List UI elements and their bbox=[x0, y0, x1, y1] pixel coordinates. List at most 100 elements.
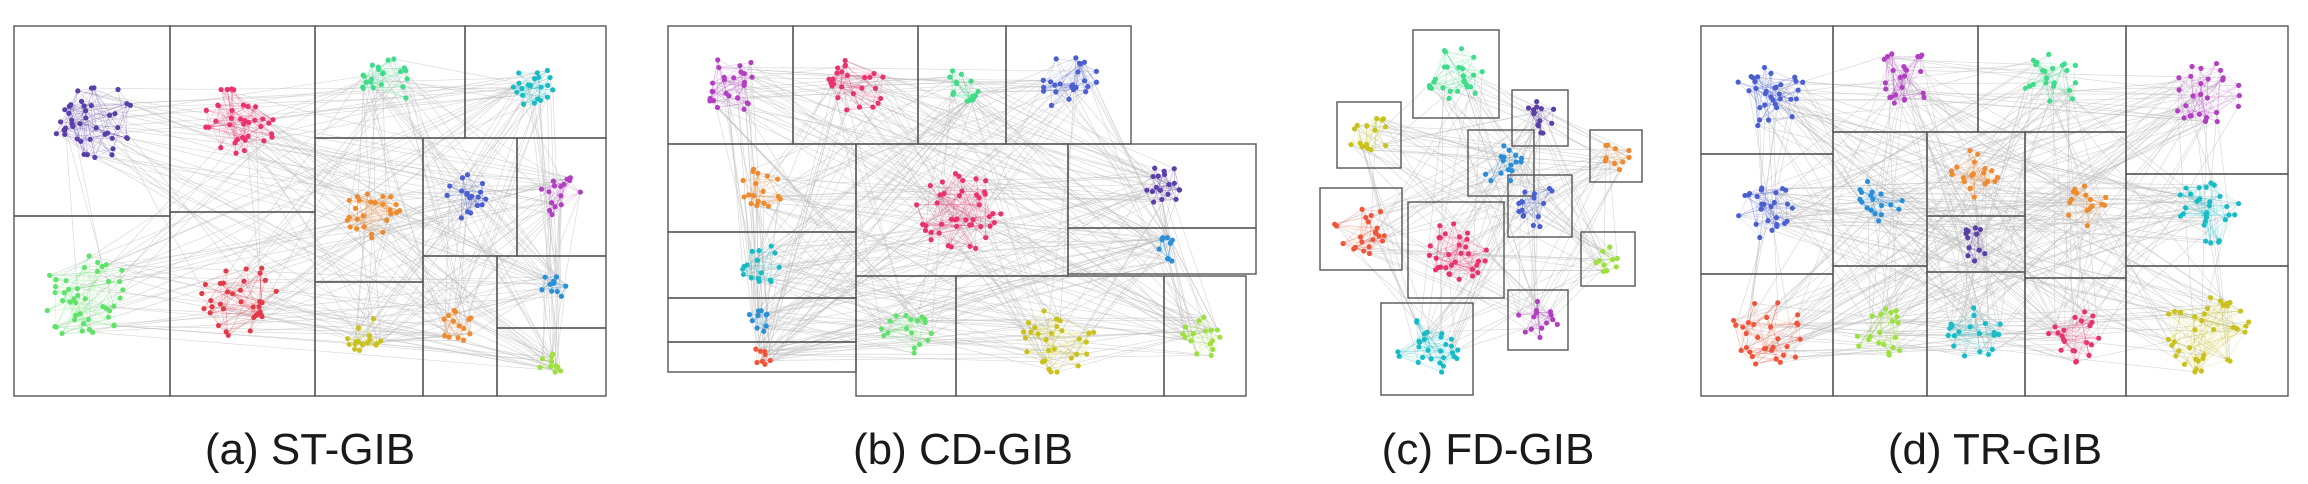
graph-edge bbox=[1887, 56, 2055, 84]
cluster-edge bbox=[1764, 67, 1796, 82]
graph-edge bbox=[1362, 150, 1630, 210]
cluster-edge bbox=[70, 301, 84, 324]
cluster-edge bbox=[1203, 317, 1213, 341]
cluster-edge bbox=[1368, 215, 1372, 247]
graph-node bbox=[917, 341, 923, 348]
graph-node bbox=[477, 189, 484, 195]
cluster-edge bbox=[742, 180, 765, 204]
cluster-edge bbox=[954, 180, 963, 220]
graph-node bbox=[716, 64, 722, 71]
graph-edge bbox=[1786, 64, 2036, 222]
graph-node bbox=[1457, 234, 1463, 240]
cluster-edge bbox=[205, 120, 245, 128]
cluster-edge bbox=[930, 185, 958, 220]
cluster-edge bbox=[68, 267, 85, 290]
cluster-edge bbox=[2177, 110, 2200, 115]
graph-node bbox=[760, 188, 766, 194]
graph-node bbox=[202, 281, 209, 288]
graph-node bbox=[1448, 336, 1455, 342]
graph-edge bbox=[828, 78, 980, 206]
cluster-edge bbox=[1974, 161, 1986, 185]
graph-edge bbox=[68, 106, 103, 267]
cluster-edge bbox=[206, 110, 241, 120]
graph-node bbox=[53, 131, 59, 137]
graph-edge bbox=[121, 269, 552, 362]
graph-node bbox=[1455, 347, 1461, 353]
cluster-edge bbox=[922, 191, 985, 225]
cluster-edge bbox=[1043, 80, 1085, 88]
cluster-edge bbox=[217, 104, 237, 154]
cluster-edge bbox=[1537, 301, 1541, 338]
cluster-edge bbox=[55, 286, 78, 289]
cluster-edge bbox=[1763, 204, 1793, 209]
graph-node bbox=[1535, 123, 1542, 129]
graph-node bbox=[77, 121, 83, 127]
graph-node bbox=[117, 295, 123, 301]
cluster-edge bbox=[1533, 188, 1550, 226]
cluster-edge bbox=[939, 194, 974, 220]
cluster-edge bbox=[1448, 74, 1474, 99]
cluster-edge bbox=[832, 78, 881, 99]
graph-edge bbox=[1357, 125, 1538, 302]
graph-edge bbox=[1748, 90, 1796, 358]
graph-node bbox=[380, 193, 386, 200]
graph-edge bbox=[2104, 201, 2198, 206]
graph-edge bbox=[1444, 66, 1615, 164]
cluster-edge bbox=[709, 73, 745, 99]
graph-node bbox=[525, 82, 532, 88]
graph-node bbox=[737, 63, 743, 69]
cluster-edge bbox=[841, 71, 860, 108]
graph-edge bbox=[1508, 150, 1544, 204]
graph-edge bbox=[1923, 97, 1969, 232]
graph-edge bbox=[761, 310, 1197, 355]
cluster-edge bbox=[1968, 233, 1977, 248]
graph-node bbox=[72, 317, 78, 323]
graph-node bbox=[1482, 258, 1488, 264]
graph-node bbox=[983, 235, 989, 241]
cluster-edge bbox=[54, 292, 83, 332]
graph-edge bbox=[951, 246, 1192, 342]
graph-node bbox=[928, 229, 934, 235]
cluster-edge bbox=[1030, 330, 1062, 333]
graph-edge bbox=[1752, 213, 2184, 357]
cluster-edge bbox=[350, 213, 391, 228]
graph-node bbox=[1057, 81, 1063, 87]
graph-edge bbox=[1382, 164, 1512, 242]
cluster-edge bbox=[2191, 66, 2209, 80]
graph-edge bbox=[1884, 59, 2181, 313]
cluster-edge bbox=[1055, 71, 1097, 93]
cluster-edge bbox=[54, 280, 67, 293]
cluster-edge bbox=[2084, 185, 2088, 211]
cluster-edge bbox=[448, 311, 456, 338]
graph-edge bbox=[463, 86, 542, 329]
cluster-edge bbox=[942, 181, 971, 247]
cluster-edge bbox=[347, 204, 384, 221]
graph-edge bbox=[242, 137, 552, 357]
graph-node bbox=[941, 190, 947, 197]
cluster-edge bbox=[461, 177, 463, 218]
cluster-edge bbox=[717, 59, 742, 73]
graph-node bbox=[1438, 334, 1444, 340]
graph-edge bbox=[757, 84, 1055, 261]
graph-edge bbox=[1923, 92, 2184, 215]
graph-node bbox=[1054, 369, 1060, 375]
graph-node bbox=[748, 59, 754, 66]
graph-edge bbox=[757, 226, 957, 261]
graph-edge bbox=[231, 87, 364, 90]
cluster-edge bbox=[203, 283, 221, 309]
cluster-edge bbox=[1146, 175, 1159, 191]
graph-edge bbox=[61, 311, 456, 334]
graph-edge bbox=[60, 121, 264, 142]
cluster-edge bbox=[755, 183, 765, 204]
graph-node bbox=[360, 213, 367, 219]
graph-node bbox=[1083, 88, 1089, 95]
cluster-edge bbox=[1439, 237, 1467, 240]
graph-edge bbox=[1765, 79, 2223, 349]
cluster-edge bbox=[240, 290, 261, 313]
cluster-edge bbox=[92, 325, 115, 333]
graph-node bbox=[58, 119, 64, 125]
cluster-edge bbox=[1536, 310, 1558, 325]
graph-node bbox=[1444, 64, 1450, 70]
graph-edge bbox=[1984, 168, 2075, 352]
graph-node bbox=[1048, 369, 1054, 375]
